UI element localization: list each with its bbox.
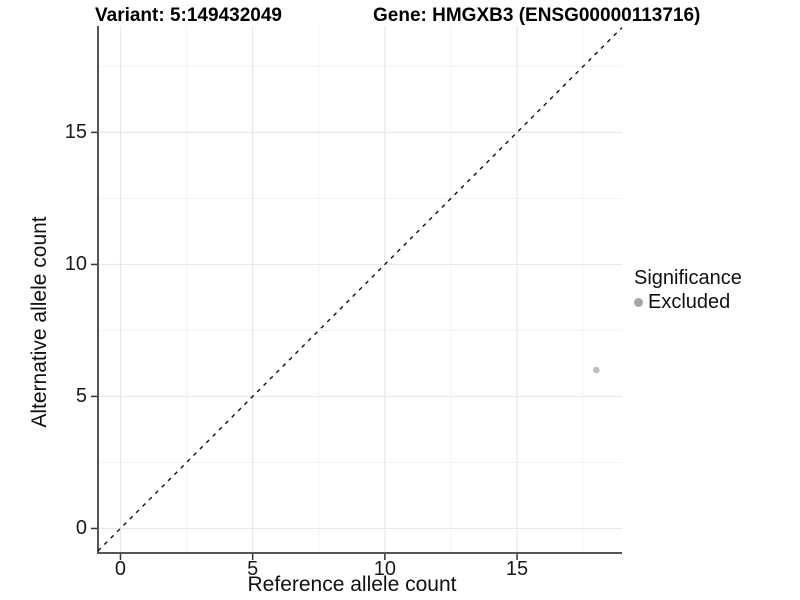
legend-items: Excluded: [634, 290, 742, 314]
data-point: [593, 366, 600, 374]
x-tick-label: 10: [373, 558, 396, 580]
identity-line: [97, 27, 623, 552]
x-tick-label: 0: [114, 558, 127, 580]
y-tick-label: 5: [75, 385, 87, 408]
variant-title: Variant: 5:149432049: [95, 5, 282, 26]
x-axis-title: Reference allele count: [247, 573, 457, 596]
legend-item: Excluded: [634, 290, 742, 314]
x-tick-label: 5: [247, 558, 259, 580]
y-tick-label: 0: [75, 517, 87, 540]
legend-item-label: Excluded: [648, 291, 731, 313]
x-tick-label: 15: [505, 558, 529, 580]
y-tick-label: 15: [64, 121, 87, 144]
legend-key-dot-icon: [634, 297, 643, 307]
legend-title: Significance: [634, 267, 742, 289]
y-tick-label: 10: [64, 253, 87, 276]
gene-title: Gene: HMGXB3 (ENSG00000113716): [373, 5, 701, 26]
legend: Significance Excluded: [634, 266, 742, 314]
